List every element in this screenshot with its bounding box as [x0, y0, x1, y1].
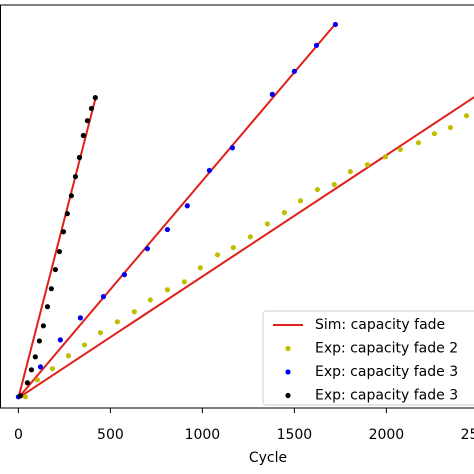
data-point — [144, 246, 150, 252]
data-point — [415, 140, 422, 146]
data-point — [264, 221, 270, 227]
legend-label: Exp: capacity fade 3 — [315, 388, 458, 404]
plot-frame — [0, 4, 474, 409]
sim-line — [17, 97, 97, 399]
data-point — [76, 154, 83, 161]
x-tick-label: 1500 — [277, 427, 313, 443]
legend-marker — [285, 345, 291, 352]
data-point — [17, 393, 24, 399]
legend-label: Exp: capacity fade 2 — [315, 341, 458, 357]
data-point — [382, 154, 389, 160]
data-point — [164, 226, 171, 233]
sim-line — [17, 96, 474, 399]
data-point — [36, 338, 42, 344]
data-point — [281, 210, 288, 216]
data-point — [313, 42, 320, 48]
data-point — [147, 297, 153, 303]
data-point — [332, 21, 339, 28]
data-point — [37, 364, 44, 370]
data-point — [57, 337, 63, 343]
data-point — [22, 394, 28, 400]
legend-label: Sim: capacity fade — [315, 317, 445, 333]
data-point — [214, 252, 221, 258]
data-point — [431, 131, 438, 137]
data-point — [44, 304, 51, 310]
data-point — [52, 266, 58, 273]
data-point — [72, 173, 79, 180]
data-point — [84, 118, 90, 124]
data-point — [65, 353, 72, 359]
data-point — [297, 198, 304, 204]
data-point — [397, 146, 403, 153]
data-point — [80, 132, 86, 139]
data-point — [81, 342, 88, 348]
data-point — [164, 287, 171, 293]
x-tick-label: 1000 — [185, 427, 221, 443]
data-point — [64, 211, 70, 217]
data-point — [114, 319, 120, 325]
data-point — [32, 354, 38, 360]
data-point — [269, 91, 275, 97]
data-point — [331, 181, 337, 188]
data-point — [229, 145, 235, 151]
data-point — [100, 294, 107, 300]
data-point — [247, 234, 254, 240]
data-point — [197, 265, 203, 271]
data-point — [181, 279, 187, 285]
data-point — [68, 193, 74, 199]
data-point — [184, 203, 190, 209]
x-tick-label: 500 — [97, 427, 124, 443]
data-point — [24, 380, 31, 386]
x-axis-label: Cycle — [249, 450, 287, 466]
data-point — [48, 286, 54, 292]
data-point — [206, 167, 212, 174]
data-point — [347, 168, 353, 175]
legend-marker — [285, 369, 291, 375]
data-point — [28, 367, 35, 373]
x-tick-label: 2000 — [369, 427, 405, 443]
data-point — [131, 309, 137, 315]
legend-label: Exp: capacity fade 3 — [315, 364, 458, 380]
data-point — [56, 248, 63, 255]
data-point — [77, 315, 84, 321]
sim-line — [17, 23, 336, 399]
data-point — [291, 68, 297, 74]
data-point — [463, 113, 470, 119]
x-tick-label: 0 — [14, 427, 23, 443]
data-point — [314, 186, 320, 193]
legend-box — [262, 310, 474, 406]
legend-marker — [285, 392, 291, 399]
data-point — [97, 330, 104, 336]
data-point — [60, 229, 67, 235]
data-point — [49, 366, 56, 372]
data-point — [121, 272, 127, 278]
data-point — [40, 323, 47, 329]
data-point — [92, 95, 98, 101]
x-tick-label: 2500 — [461, 427, 474, 443]
data-point — [34, 377, 40, 383]
data-point — [230, 244, 236, 251]
data-point — [447, 124, 454, 131]
data-point — [88, 105, 95, 112]
data-point — [364, 162, 371, 168]
